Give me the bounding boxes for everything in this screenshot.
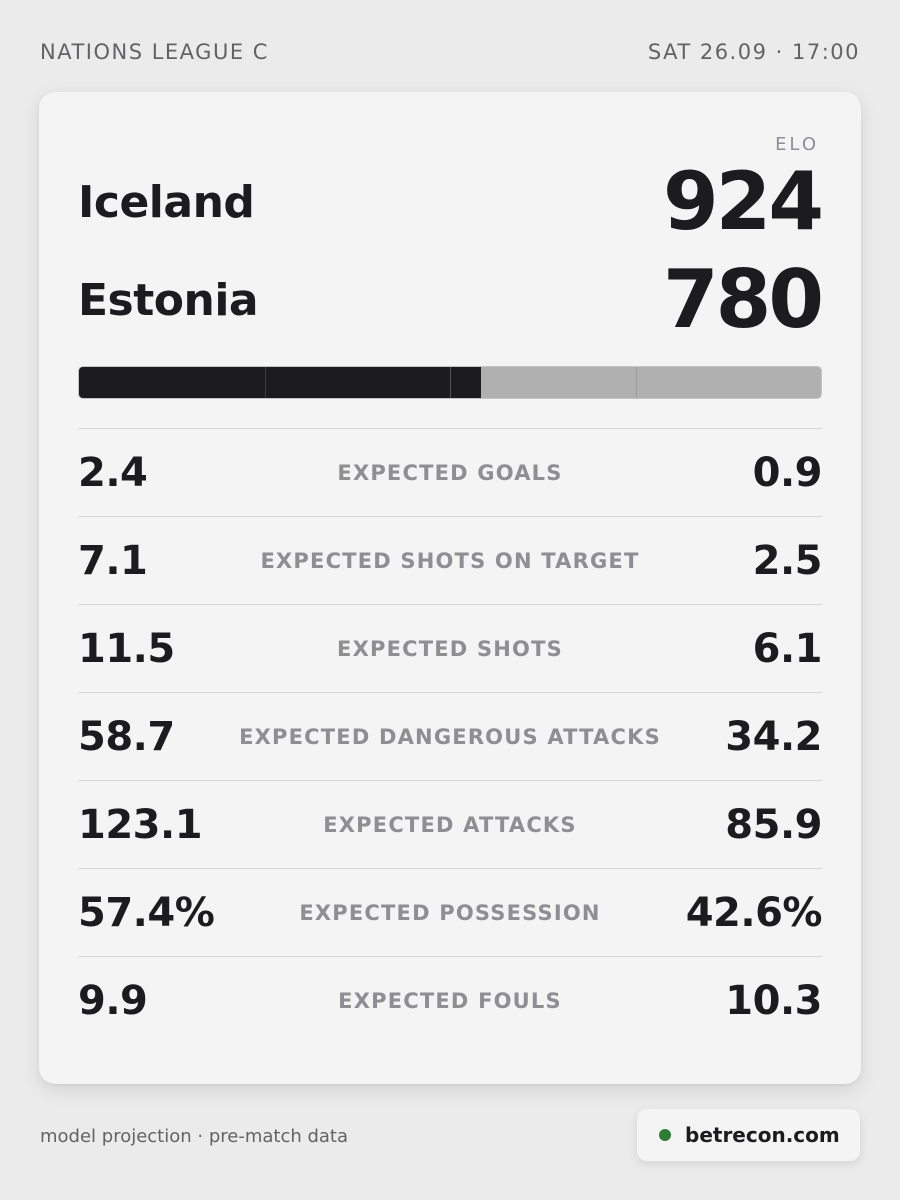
bar-midpoint-marker xyxy=(450,367,451,398)
home-elo-value: 924 xyxy=(663,155,824,248)
stat-away-value: 42.6% xyxy=(685,889,823,936)
stat-away-value: 85.9 xyxy=(725,801,822,848)
home-team-name: Iceland xyxy=(78,177,255,228)
stat-home-value: 123.1 xyxy=(78,801,203,848)
home-team-row: Iceland 924 xyxy=(78,155,824,248)
stat-row: 123.1 EXPECTED ATTACKS 85.9 xyxy=(78,780,823,868)
status-dot-icon xyxy=(659,1129,671,1141)
elo-strength-bar xyxy=(78,366,822,399)
stat-row: 57.4% EXPECTED POSSESSION 42.6% xyxy=(78,868,823,956)
stat-home-value: 2.4 xyxy=(78,449,148,496)
away-team-name: Estonia xyxy=(78,275,259,326)
stat-away-value: 2.5 xyxy=(752,537,823,584)
bar-quarter-tick xyxy=(635,367,637,398)
match-header: NATIONS LEAGUE C SAT 26.09 · 17:00 xyxy=(40,40,860,64)
stat-home-value: 58.7 xyxy=(78,713,175,760)
stat-home-value: 7.1 xyxy=(78,537,148,584)
home-strength-fill xyxy=(79,367,482,398)
match-card: ELO Iceland 924 Estonia 780 2.4 EXPECTED … xyxy=(39,92,861,1084)
stat-home-value: 11.5 xyxy=(78,625,175,672)
away-elo-value: 780 xyxy=(663,253,824,346)
brand-name: betrecon.com xyxy=(685,1123,840,1147)
stat-row: 7.1 EXPECTED SHOTS ON TARGET 2.5 xyxy=(78,516,823,604)
stat-away-value: 10.3 xyxy=(725,977,822,1024)
competition-name: NATIONS LEAGUE C xyxy=(40,40,269,64)
away-team-row: Estonia 780 xyxy=(78,253,824,346)
kickoff-time: SAT 26.09 · 17:00 xyxy=(647,40,860,64)
stat-away-value: 0.9 xyxy=(752,449,823,496)
stat-away-value: 34.2 xyxy=(725,713,822,760)
stat-away-value: 6.1 xyxy=(752,625,823,672)
brand-badge[interactable]: betrecon.com xyxy=(637,1109,860,1161)
bar-quarter-tick xyxy=(264,367,266,398)
stat-home-value: 9.9 xyxy=(78,977,148,1024)
stat-row: 9.9 EXPECTED FOULS 10.3 xyxy=(78,956,823,1044)
stat-row: 11.5 EXPECTED SHOTS 6.1 xyxy=(78,604,823,692)
stat-row: 2.4 EXPECTED GOALS 0.9 xyxy=(78,428,823,516)
footer-note: model projection · pre-match data xyxy=(40,1126,349,1147)
stat-home-value: 57.4% xyxy=(78,889,215,936)
stats-table: 2.4 EXPECTED GOALS 0.9 7.1 EXPECTED SHOTS ON… xyxy=(78,428,823,1044)
elo-label: ELO xyxy=(775,134,819,155)
stat-row: 58.7 EXPECTED DANGEROUS ATTACKS 34.2 xyxy=(78,692,823,780)
